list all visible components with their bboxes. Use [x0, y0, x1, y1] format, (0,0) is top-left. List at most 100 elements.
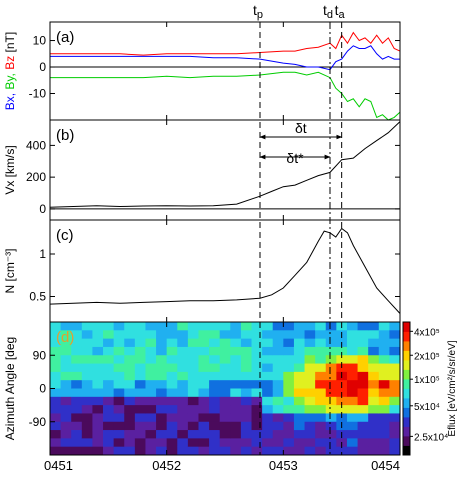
heatmap-cell [272, 405, 284, 414]
heatmap-cell [272, 338, 284, 348]
heatmap-cell [187, 355, 199, 364]
heatmap-cell [134, 438, 146, 448]
heatmap-cell [315, 421, 327, 431]
heatmap-cell [71, 446, 83, 456]
heatmap-cell [166, 322, 178, 331]
heatmap-cell [304, 380, 316, 389]
heatmap-cell [293, 396, 305, 406]
heatmap-cell [230, 346, 242, 356]
y-axis-label-part: [nT] [3, 32, 17, 56]
heatmap-cell [272, 363, 284, 373]
heatmap-cell [60, 338, 72, 348]
heatmap-cell [156, 421, 168, 431]
heatmap-cell [251, 421, 263, 431]
heatmap-cell [346, 413, 358, 423]
heatmap-cell [240, 438, 252, 448]
heatmap-cell [71, 405, 83, 414]
heatmap-cell [60, 430, 72, 439]
heatmap-cell [166, 346, 178, 356]
y-axis-label-part: By, [3, 70, 17, 90]
heatmap-cell [368, 330, 380, 340]
heatmap-cell [198, 330, 210, 340]
heatmap-cell [251, 346, 263, 356]
colorbar-frame [402, 321, 411, 456]
heatmap-cell [230, 438, 242, 448]
y-axis-label-b: Vx [km/s] [3, 145, 17, 194]
heatmap-cell [368, 396, 380, 406]
heatmap-cell [134, 338, 146, 348]
heatmap-cell [113, 355, 125, 364]
heatmap-cell [357, 388, 369, 398]
heatmap-cell [113, 430, 125, 439]
heatmap-cell [177, 322, 189, 331]
heatmap-cell [283, 421, 295, 431]
heatmap-cell [166, 338, 178, 348]
heatmap-cell [346, 446, 358, 456]
heatmap-cell [240, 322, 252, 331]
heatmap-cell [71, 413, 83, 423]
heatmap-cell [166, 371, 178, 381]
heatmap-cell [346, 388, 358, 398]
heatmap-cell [378, 413, 390, 423]
heatmap-cell [325, 363, 337, 373]
heatmap-cell [346, 330, 358, 340]
heatmap-cell [60, 396, 72, 406]
y-axis-label-d: Azimuth Angle [deg [3, 337, 17, 440]
heatmap-cell [262, 371, 274, 381]
heatmap-cell [389, 346, 401, 356]
heatmap-cell [389, 446, 401, 456]
heatmap-cell [293, 380, 305, 389]
heatmap-cell [187, 322, 199, 331]
heatmap-cell [357, 438, 369, 448]
heatmap-cell [262, 438, 274, 448]
heatmap-cell [177, 438, 189, 448]
heatmap-cell [251, 330, 263, 340]
heatmap-cell [156, 363, 168, 373]
heatmap-cell [134, 346, 146, 356]
heatmap-cell [325, 413, 337, 423]
heatmap-cell [50, 430, 62, 439]
heatmap-cell [209, 438, 221, 448]
heatmap-cell [92, 438, 104, 448]
heatmap-cell [60, 438, 72, 448]
heatmap-cell [177, 388, 189, 398]
heatmap-cell [71, 396, 83, 406]
heatmap-cell [283, 430, 295, 439]
marker-label: tp [253, 2, 263, 21]
colorbar-swatch [403, 426, 410, 437]
heatmap-cell [283, 396, 295, 406]
heatmap-cell [389, 322, 401, 331]
panel-frame [49, 21, 401, 121]
heatmap-cell [283, 363, 295, 373]
heatmap-cell [209, 396, 221, 406]
heatmap-cell [145, 438, 157, 448]
heatmap-cell [219, 355, 231, 364]
heatmap-cell [378, 338, 390, 348]
heatmap-cell [134, 363, 146, 373]
heatmap-cell [230, 338, 242, 348]
heatmap-cell [166, 405, 178, 414]
heatmap-cell [283, 371, 295, 381]
heatmap-cell [304, 396, 316, 406]
heatmap-cell [262, 405, 274, 414]
heatmap-cell [272, 396, 284, 406]
heatmap-cell [315, 438, 327, 448]
heatmap-cell [293, 330, 305, 340]
heatmap-cell [283, 380, 295, 389]
heatmap-cell [81, 413, 93, 423]
heatmap-cell [60, 413, 72, 423]
heatmap-cell [357, 430, 369, 439]
heatmap-cell [368, 388, 380, 398]
colorbar-swatch [403, 398, 410, 408]
heatmap-cell [283, 322, 295, 331]
heatmap-cell [240, 330, 252, 340]
heatmap-cell [357, 371, 369, 381]
marker-label-main: t [335, 2, 339, 18]
heatmap-cell [177, 413, 189, 423]
heatmap-cell [346, 430, 358, 439]
heatmap-cell [209, 346, 221, 356]
heatmap-cell [60, 363, 72, 373]
heatmap-cell [124, 322, 136, 331]
heatmap-cell [71, 338, 83, 348]
heatmap-cell [92, 421, 104, 431]
